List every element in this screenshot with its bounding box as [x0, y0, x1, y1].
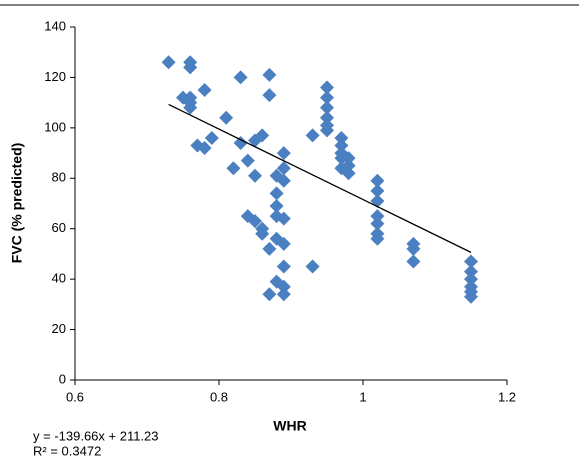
y-tick-label: 40 — [52, 271, 66, 286]
point — [276, 287, 291, 302]
point — [276, 279, 291, 294]
trend-line — [168, 103, 472, 253]
point — [464, 289, 478, 304]
point — [341, 151, 356, 166]
point — [370, 173, 385, 188]
point — [262, 88, 277, 103]
point — [269, 186, 284, 201]
x-axis-label: WHR — [273, 418, 306, 434]
point — [320, 90, 334, 105]
point — [233, 70, 248, 85]
y-axis-label: FVC (% predicted) — [9, 143, 25, 264]
point — [406, 241, 421, 256]
point — [341, 166, 356, 181]
x-tick-label: 1.2 — [498, 389, 516, 404]
x-tick-label: 0.8 — [210, 389, 228, 404]
point — [204, 130, 219, 145]
y-tick-label: 60 — [52, 220, 66, 235]
point — [248, 214, 262, 229]
point — [262, 67, 277, 82]
trend-r2: R² = 0.3472 — [33, 443, 101, 458]
point — [255, 128, 270, 143]
point — [269, 199, 284, 214]
point — [464, 264, 478, 279]
point — [334, 151, 349, 166]
y-tick-label: 120 — [44, 69, 66, 84]
point — [464, 272, 478, 287]
point — [226, 161, 241, 176]
point — [276, 259, 291, 274]
point — [341, 158, 356, 173]
x-tick-label: 1 — [359, 389, 366, 404]
point — [197, 141, 212, 156]
y-tick-label: 20 — [52, 321, 66, 336]
point — [370, 231, 385, 246]
point — [334, 138, 349, 153]
point — [370, 209, 385, 224]
point — [197, 83, 212, 98]
point — [262, 287, 277, 302]
x-tick-label: 0.6 — [66, 389, 84, 404]
point — [276, 236, 291, 251]
point — [276, 161, 291, 176]
point — [406, 254, 421, 269]
point — [305, 259, 320, 274]
point — [370, 216, 385, 231]
y-tick-label: 0 — [59, 371, 66, 386]
point — [320, 100, 334, 115]
point — [240, 153, 255, 168]
point — [233, 135, 248, 150]
point — [334, 130, 349, 145]
point — [320, 110, 334, 125]
point — [248, 168, 262, 183]
point — [276, 173, 291, 188]
point — [183, 60, 198, 75]
point — [370, 183, 385, 198]
point — [262, 241, 277, 256]
y-tick-label: 100 — [44, 119, 66, 134]
point — [219, 110, 234, 125]
point — [320, 80, 334, 95]
point — [276, 211, 291, 226]
point — [255, 226, 270, 241]
point — [161, 55, 176, 70]
point — [276, 146, 291, 161]
point — [183, 100, 198, 115]
point — [464, 254, 478, 269]
y-tick-label: 140 — [44, 18, 66, 33]
y-tick-label: 80 — [52, 170, 66, 185]
point — [305, 128, 320, 143]
trend-equation: y = -139.66x + 211.23 — [33, 428, 159, 443]
point — [320, 123, 334, 138]
